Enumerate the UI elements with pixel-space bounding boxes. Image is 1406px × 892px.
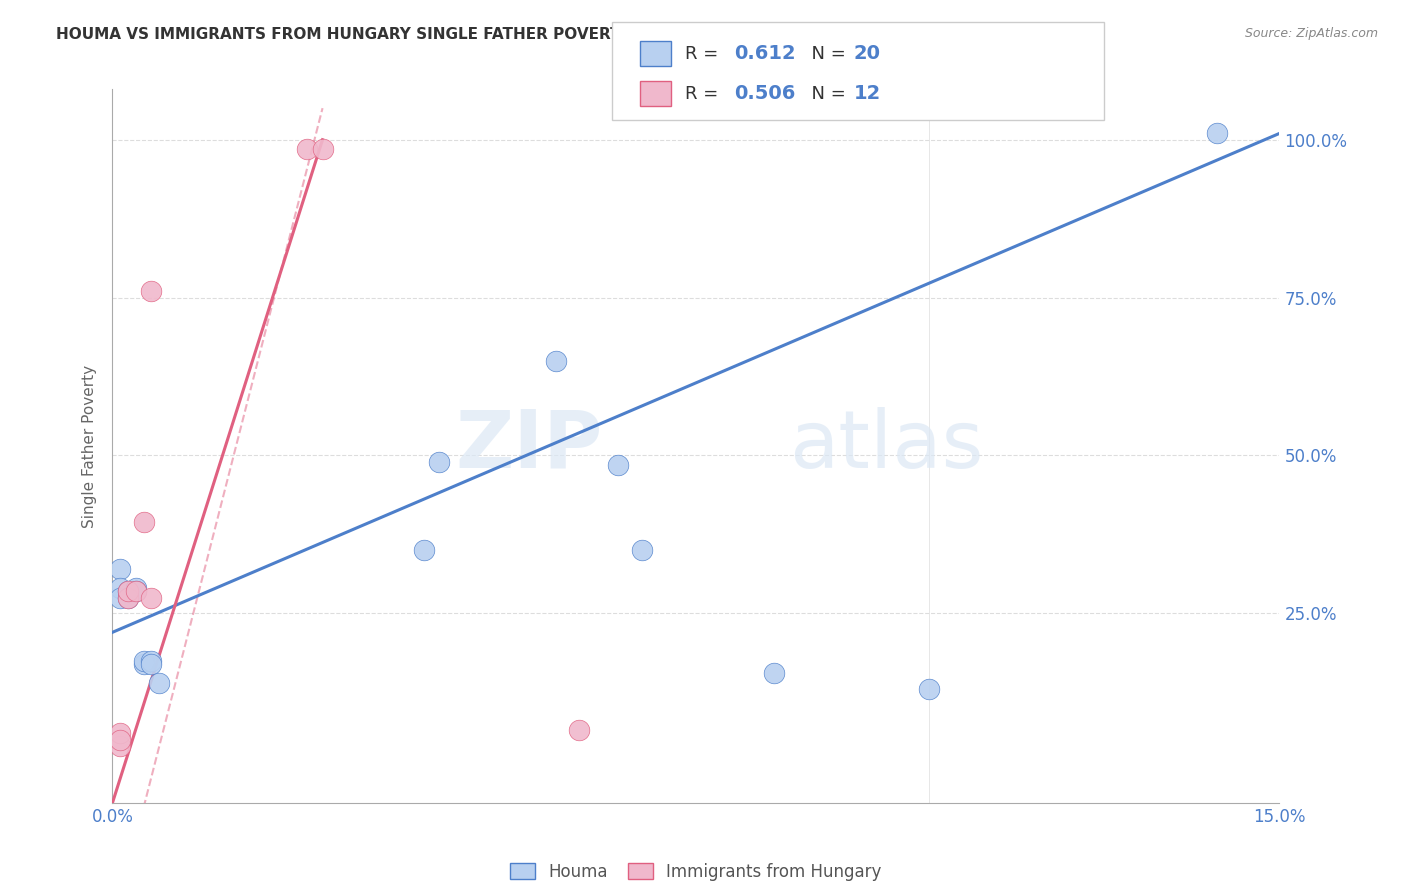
Point [762,666,785,681]
Point [295,142,318,156]
Point [132,515,155,529]
Text: R =: R = [685,85,724,103]
Point [568,723,591,738]
Point [110,581,132,595]
Text: R =: R = [685,45,724,62]
Point [117,584,139,599]
Point [1206,127,1229,141]
Text: HOUMA VS IMMIGRANTS FROM HUNGARY SINGLE FATHER POVERTY CORRELATION CHART: HOUMA VS IMMIGRANTS FROM HUNGARY SINGLE … [56,27,820,42]
Text: 20: 20 [853,44,880,63]
Text: 12: 12 [853,84,880,103]
Text: N =: N = [800,85,852,103]
Point [412,543,434,558]
Point [132,654,155,668]
Point [311,142,333,156]
Text: ZIP: ZIP [456,407,603,485]
Text: 0.612: 0.612 [734,44,796,63]
Point [427,455,450,469]
Point [125,584,148,599]
Text: Source: ZipAtlas.com: Source: ZipAtlas.com [1244,27,1378,40]
Point [141,285,163,299]
Point [117,584,139,599]
Point [117,591,139,605]
Legend: Houma, Immigrants from Hungary: Houma, Immigrants from Hungary [503,856,889,888]
Point [141,654,163,668]
Point [148,675,170,690]
Text: 0.506: 0.506 [734,84,796,103]
Text: atlas: atlas [789,407,984,485]
Point [544,353,567,368]
Point [132,657,155,671]
Point [110,591,132,605]
Y-axis label: Single Father Poverty: Single Father Poverty [82,365,97,527]
Point [918,682,941,697]
Text: N =: N = [800,45,852,62]
Point [141,657,163,671]
Point [117,591,139,605]
Point [141,591,163,605]
Point [607,458,630,472]
Point [110,562,132,576]
Point [110,726,132,740]
Point [110,739,132,753]
Point [125,581,148,595]
Point [630,543,652,558]
Point [125,584,148,599]
Point [110,732,132,747]
